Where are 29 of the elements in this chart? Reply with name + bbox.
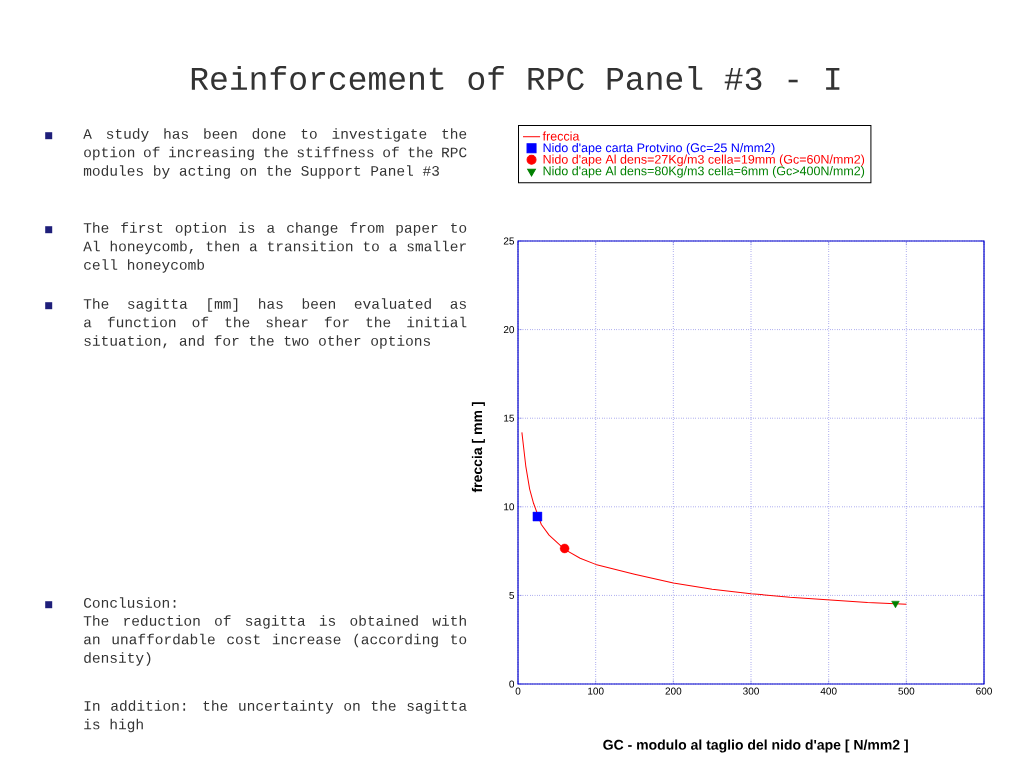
- y-tick-label: 0: [509, 680, 515, 688]
- point: [532, 511, 543, 522]
- text: The sagitta [mm] has been evaluated as a function of the shear for the initial situation, and for the two other options: [83, 298, 467, 349]
- x-tick-label: 500: [898, 687, 915, 695]
- point: [891, 600, 900, 609]
- x-tick-label: 300: [743, 687, 759, 695]
- y-tick-label: 15: [504, 414, 515, 422]
- point: [559, 543, 570, 554]
- x-tick-label: 100: [588, 687, 604, 695]
- legend-label: Nido d'ape Al dens=27Kg/m3 cella=19mm (Gc=60N/mm2): [543, 154, 865, 167]
- x-tick-label: 400: [820, 687, 837, 695]
- y-tick-label: 20: [503, 326, 515, 334]
- y-axis-title: freccia [ mm ]: [471, 402, 485, 493]
- legend-label: Nido d'ape Al dens=80Kg/m3 cella=6mm (Gc>400N/mm2): [543, 166, 865, 178]
- text: The first option is a change from paper to Al honeycomb, then a transition to a smaller cell honeycomb: [83, 222, 467, 273]
- y-tick-label: 10: [504, 503, 515, 511]
- chart-title: Reinforcement of RPC Panel #3 - I: [191, 65, 840, 91]
- text: A study has been done to investigate the option of increasing the stiffness of the RPC modules by acting on the Support Panel #3: [83, 128, 467, 179]
- x-tick-label: 600: [976, 687, 992, 695]
- legend-label: Nido d'ape carta Protvino (Gc=25 N/mm2): [543, 142, 775, 155]
- text: Conclusion:: [84, 597, 176, 608]
- y-tick-label: 5: [509, 591, 515, 599]
- text: In addition: the uncertainty on the sagitta is high: [84, 700, 467, 733]
- x-tick-label: 0: [515, 687, 521, 695]
- y-tick-label: 25: [503, 237, 515, 245]
- text: The reduction of sagitta is obtained with an unaffordable cost increase (according to density): [83, 615, 467, 666]
- legend-label: freccia: [542, 131, 580, 141]
- x-tick-label: 200: [665, 687, 682, 695]
- x-axis-title: GC - modulo al taglio del nido d'ape [ N/mm2 ]: [603, 739, 908, 753]
